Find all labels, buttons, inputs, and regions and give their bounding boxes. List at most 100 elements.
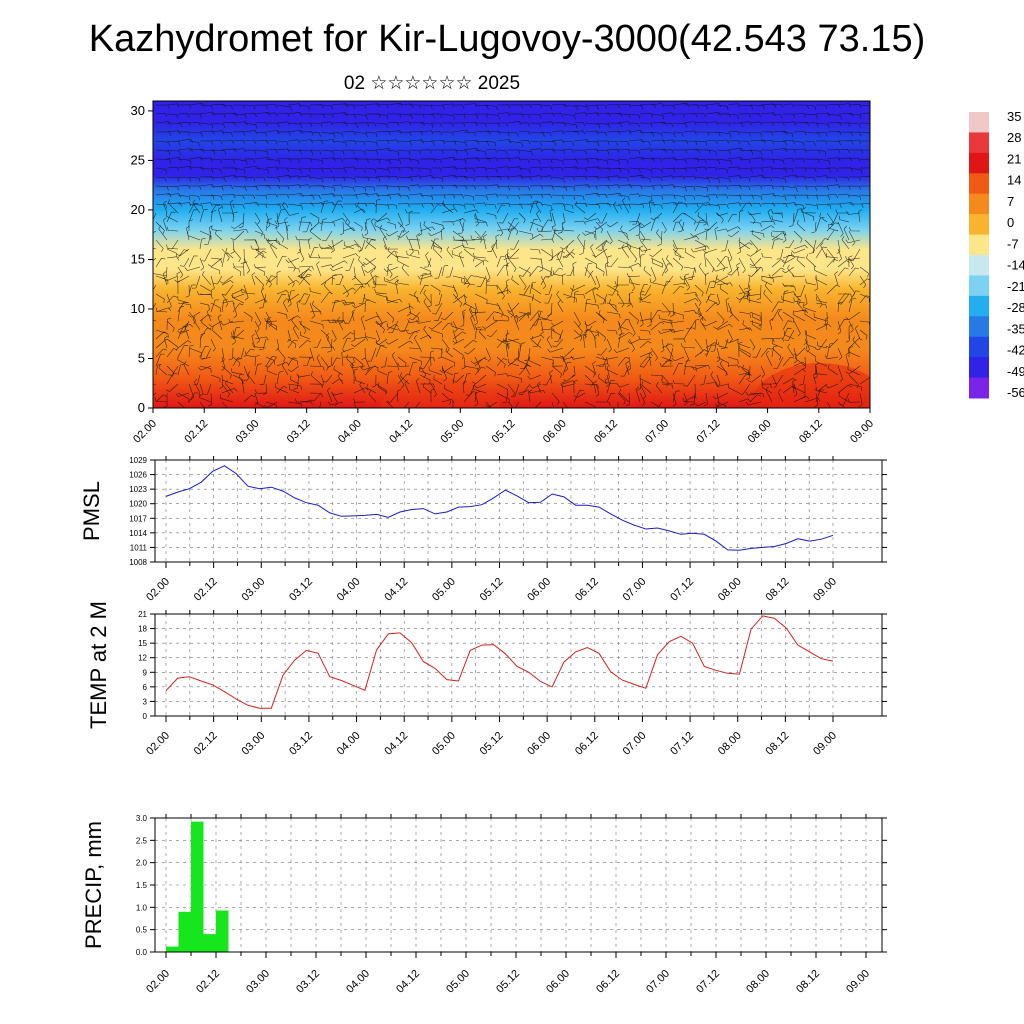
temp-series-line bbox=[165, 615, 834, 709]
temp-x-tick-label: 02.12 bbox=[192, 730, 220, 758]
cross-section-x-tick-label: 08.00 bbox=[746, 418, 774, 446]
pmsl-frame bbox=[154, 459, 883, 563]
temp-y-tick-label: 12 bbox=[138, 654, 147, 663]
colorbar-swatch bbox=[969, 173, 989, 195]
pmsl-x-tick-label: 06.12 bbox=[573, 576, 601, 604]
temp-x-tick-label: 07.12 bbox=[668, 730, 696, 758]
cross-section-y-tick-label: 20 bbox=[131, 202, 145, 217]
pmsl-y-tick-label: 1011 bbox=[130, 543, 148, 552]
cross-section-x-tick-label: 05.00 bbox=[438, 418, 466, 446]
precip-y-tick-label: 1.5 bbox=[136, 881, 148, 890]
cross-section-x-tick-label: 07.00 bbox=[643, 418, 671, 446]
precip-y-tick-label: 0.5 bbox=[136, 926, 148, 935]
precip-x-tick-label: 04.00 bbox=[344, 968, 372, 996]
pmsl-x-tick-label: 05.00 bbox=[430, 576, 458, 604]
temp-y-tick-label: 18 bbox=[138, 625, 147, 634]
precip-x-tick-label: 07.00 bbox=[644, 968, 672, 996]
temp-x-tick-label: 05.12 bbox=[478, 730, 506, 758]
cross-section-y-tick-label: 5 bbox=[138, 350, 145, 365]
colorbar-swatch bbox=[969, 377, 989, 399]
pmsl-y-tick-label: 1029 bbox=[129, 456, 147, 465]
cross-section-x-tick-label: 05.12 bbox=[490, 418, 518, 446]
colorbar-swatch bbox=[969, 152, 989, 174]
chart-subtitle: 02 ☆☆☆☆☆☆ 2025 bbox=[343, 73, 521, 94]
cross-section-x-tick-label: 02.12 bbox=[182, 418, 210, 446]
pmsl-x-tick-label: 05.12 bbox=[478, 576, 506, 604]
precip-y-axis-label: PRECIP, mm bbox=[81, 821, 106, 949]
precip-x-tick-label: 03.12 bbox=[294, 968, 322, 996]
pmsl-x-tick-label: 03.12 bbox=[287, 576, 315, 604]
wind-barb-paths bbox=[153, 103, 870, 408]
cross-section-y-tick-label: 15 bbox=[131, 251, 145, 266]
precip-x-tick-label: 08.12 bbox=[794, 968, 822, 996]
precip-x-tick-label: 02.00 bbox=[144, 968, 172, 996]
pmsl-x-tick-label: 08.12 bbox=[764, 576, 792, 604]
precip-bar bbox=[203, 934, 216, 952]
cross-section-y-tick-label: 0 bbox=[138, 400, 145, 415]
precip-x-tick-label: 09.00 bbox=[844, 968, 872, 996]
pmsl-x-tick-label: 02.12 bbox=[192, 576, 220, 604]
temp-y-tick-label: 3 bbox=[143, 697, 148, 706]
colorbar-label: -14 bbox=[1007, 258, 1024, 273]
temp-x-tick-label: 02.00 bbox=[144, 730, 172, 758]
precip-x-tick-label: 06.00 bbox=[544, 968, 572, 996]
precip-x-tick-label: 03.00 bbox=[244, 968, 272, 996]
precip-y-tick-label: 3.0 bbox=[136, 814, 148, 823]
colorbar-swatch bbox=[969, 295, 989, 317]
temp-y-axis-label: TEMP at 2 M bbox=[86, 601, 111, 729]
colorbar-label: -28 bbox=[1007, 300, 1024, 315]
cross-section-x-tick-label: 07.12 bbox=[695, 418, 723, 446]
precip-x-tick-label: 05.12 bbox=[494, 968, 522, 996]
temp-y-tick-label: 6 bbox=[143, 683, 148, 692]
precip-bar bbox=[191, 821, 204, 952]
precip-panel: 0.0 0.5 1.0 1.5 2.0 2.5 3.0 02.00 02.12 03.00 03.1… bbox=[81, 814, 887, 996]
colorbar-label: 35 bbox=[1007, 109, 1021, 124]
pmsl-x-tick-label: 02.00 bbox=[144, 576, 172, 604]
pmsl-series-line bbox=[165, 465, 834, 551]
precip-bar bbox=[216, 910, 229, 952]
temp-x-tick-label: 09.00 bbox=[811, 730, 839, 758]
temp-grid bbox=[155, 613, 882, 717]
colorbar-label: -7 bbox=[1007, 236, 1019, 251]
temp-x-tick-label: 06.12 bbox=[573, 730, 601, 758]
pmsl-y-tick-label: 1020 bbox=[129, 500, 147, 509]
precip-y-tick-label: 2.5 bbox=[136, 836, 148, 845]
colorbar-label: 7 bbox=[1007, 194, 1014, 209]
pmsl-x-tick-label: 04.00 bbox=[335, 576, 363, 604]
colorbar-swatch bbox=[969, 357, 989, 379]
cross-section-y-tick-label: 10 bbox=[131, 301, 145, 316]
pmsl-y-tick-label: 1023 bbox=[129, 485, 147, 494]
warm-patch bbox=[380, 378, 500, 408]
temp-x-tick-label: 08.12 bbox=[764, 730, 792, 758]
pmsl-y-axis-label: PMSL bbox=[79, 481, 104, 541]
colorbar-swatch bbox=[969, 234, 989, 256]
temp-y-tick-label: 0 bbox=[143, 712, 148, 721]
cross-section-x-tick-label: 03.00 bbox=[234, 418, 262, 446]
temp-y-tick-label: 9 bbox=[143, 668, 148, 677]
precip-x-tick-label: 06.12 bbox=[594, 968, 622, 996]
pmsl-x-tick-label: 08.00 bbox=[716, 576, 744, 604]
colorbar-swatch bbox=[969, 255, 989, 276]
colorbar-label: -42 bbox=[1007, 343, 1024, 358]
cross-section-x-tick-label: 08.12 bbox=[797, 418, 825, 446]
colorbar-swatch bbox=[969, 193, 989, 215]
pmsl-panel: 1008 1011 1014 1017 1020 1023 1026 1029 02.00 02.… bbox=[79, 456, 887, 604]
precip-x-tick-label: 08.00 bbox=[744, 968, 772, 996]
temp-x-tick-label: 04.00 bbox=[335, 730, 363, 758]
cross-section-x-tick-label: 06.12 bbox=[592, 418, 620, 446]
temp-panel: 0 3 6 9 12 15 18 21 02.00 02.12 03.00 03.12 04.00 04.… bbox=[86, 601, 887, 758]
temp-y-tick-label: 15 bbox=[138, 639, 147, 648]
precip-bar bbox=[166, 946, 179, 952]
temp-y-tick-label: 21 bbox=[138, 610, 147, 619]
precip-x-tick-label: 05.00 bbox=[444, 968, 472, 996]
precip-y-tick-label: 0.0 bbox=[136, 948, 148, 957]
pmsl-x-tick-label: 07.12 bbox=[668, 576, 696, 604]
pmsl-y-tick-label: 1008 bbox=[129, 558, 147, 567]
precip-x-tick-label: 04.12 bbox=[394, 968, 422, 996]
temp-x-tick-label: 05.00 bbox=[430, 730, 458, 758]
colorbar-swatch bbox=[969, 316, 989, 338]
chart-title: Kazhydromet for Kir-Lugovoy-3000(42.543 … bbox=[88, 18, 926, 60]
cross-section-x-tick-label: 04.12 bbox=[387, 418, 415, 446]
precip-x-tick-label: 02.12 bbox=[194, 968, 222, 996]
